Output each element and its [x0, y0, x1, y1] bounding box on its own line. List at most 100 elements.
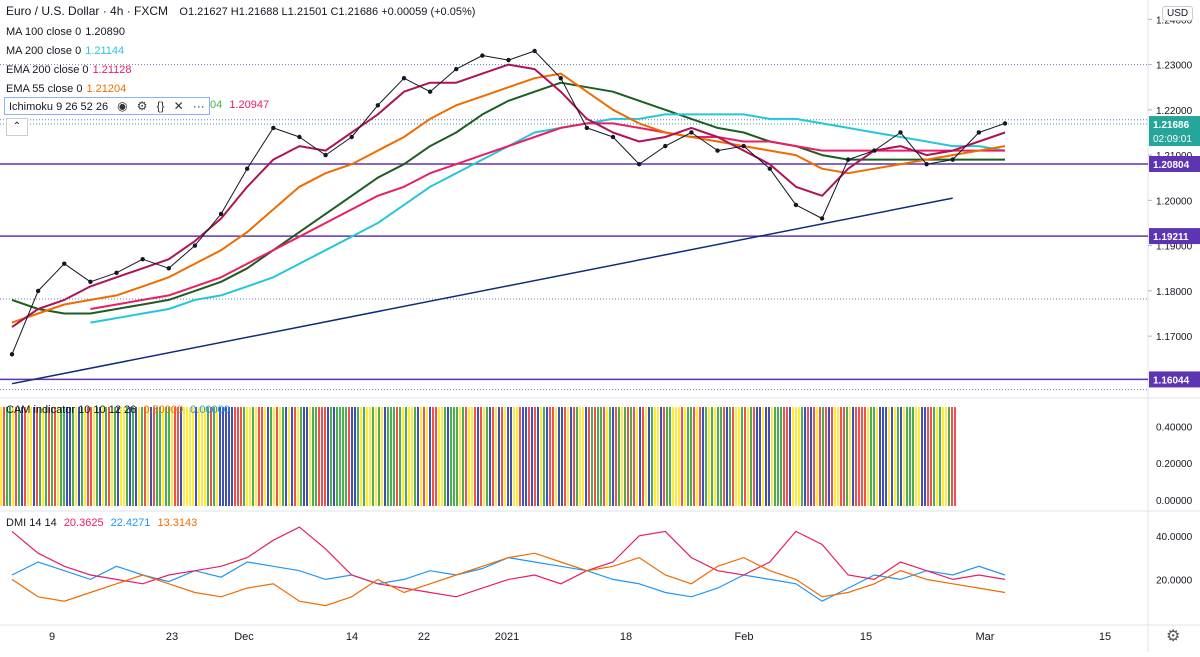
cam-bar [102, 407, 104, 506]
cam-bar [918, 407, 920, 506]
cam-bar [615, 407, 617, 506]
cam-bar [780, 407, 782, 506]
cam-bar [51, 407, 53, 506]
eye-icon[interactable]: ◉ [117, 99, 128, 113]
source-code-icon[interactable]: {} [156, 99, 165, 113]
cam-bar [126, 407, 128, 506]
cam-bar [804, 407, 806, 506]
cam-bar [66, 407, 68, 506]
cam-bar [465, 407, 467, 506]
cam-bar [828, 407, 830, 506]
dmi-tick-label: 20.0000 [1156, 575, 1193, 586]
price-point [244, 166, 250, 171]
cam-bar [642, 407, 644, 506]
cam-bar [825, 407, 827, 506]
currency-badge[interactable]: USD [1162, 6, 1194, 21]
cam-bar [327, 407, 329, 506]
cam-bar [882, 407, 884, 506]
cam-tick-label: 0.00000 [1156, 496, 1193, 507]
cam-bar [951, 407, 953, 506]
cam-bar [72, 407, 74, 506]
cam-bar [447, 407, 449, 506]
cam-bar [333, 407, 335, 506]
cam-bar [891, 407, 893, 506]
cam-bar [402, 407, 404, 506]
cam-bar [120, 407, 122, 506]
collapse-legend-button[interactable]: ⌃ [6, 118, 28, 136]
cam-bar [189, 407, 191, 506]
cam-bar [603, 407, 605, 506]
cam-bar [18, 407, 20, 506]
cam-bar [768, 407, 770, 506]
price-point [218, 211, 224, 217]
cam-bar [426, 407, 428, 506]
close-icon[interactable]: ✕ [173, 99, 184, 113]
cam-bar [537, 407, 539, 506]
cam-bar [363, 407, 365, 506]
cam-bar [297, 407, 299, 506]
indicator-legend-ichimoku[interactable]: Ichimoku 9 26 52 26 ◉ ⚙ {} ✕ ··· [4, 97, 210, 115]
cam-bar [399, 407, 401, 506]
cam-bar [543, 407, 545, 506]
chart-settings-icon[interactable]: ⚙ [1166, 628, 1181, 645]
cam-bar [609, 407, 611, 506]
cam-bar [279, 407, 281, 506]
cam-bar [339, 407, 341, 506]
cam-bar [672, 407, 674, 506]
cam-bar [90, 407, 92, 506]
cam-bar [606, 407, 608, 506]
cam-bar [942, 407, 944, 506]
indicator-legend-ema200[interactable]: EMA 200 close 0 1.21128 [6, 61, 132, 80]
cam-bar [843, 407, 845, 506]
cam-bar [723, 407, 725, 506]
cam-bar [303, 407, 305, 506]
cam-bar [63, 407, 65, 506]
cam-bar [759, 407, 761, 506]
price-point [532, 48, 537, 54]
cam-bar [753, 407, 755, 506]
cam-bar [420, 407, 422, 506]
cam-bar [885, 407, 887, 506]
cam-bar [852, 407, 854, 506]
cam-bar [183, 407, 185, 506]
cam-bar [243, 407, 245, 506]
cam-bar [693, 407, 695, 506]
cam-bar [99, 407, 101, 506]
more-icon[interactable]: ··· [192, 99, 205, 113]
indicator-value: 1.21204 [86, 83, 127, 95]
indicator-legend-ma100[interactable]: MA 100 close 0 1.20890 [6, 23, 125, 42]
cam-bar [555, 407, 557, 506]
cam-bar [789, 407, 791, 506]
time-axis-label: 2021 [495, 631, 519, 643]
cam-bar [474, 407, 476, 506]
cam-bar [9, 407, 11, 506]
ohlc-readout: O1.21627 H1.21688 L1.21501 C1.21686 +0.0… [179, 6, 476, 18]
cam-bar [198, 407, 200, 506]
cam-bar [354, 407, 356, 506]
settings-icon[interactable]: ⚙ [136, 99, 148, 113]
cam-bar [348, 407, 350, 506]
cam-bar [201, 407, 203, 506]
time-axis-label: Dec [234, 631, 254, 643]
price-point [349, 134, 354, 140]
cam-bar [291, 407, 293, 506]
cam-bar [699, 407, 701, 506]
cam-bar [525, 407, 527, 506]
indicator-value: 1.20890 [85, 26, 125, 38]
cam-bar [495, 407, 497, 506]
cam-bar [114, 407, 116, 506]
indicator-legend-ema55[interactable]: EMA 55 close 0 1.21204 [6, 80, 126, 99]
cam-bar [0, 407, 2, 506]
cam-bar [486, 407, 488, 506]
cam-bar [237, 407, 239, 506]
cam-bar [306, 407, 308, 506]
last-price-label: 1.21686 [1153, 120, 1190, 131]
cam-bar [666, 407, 668, 506]
indicator-legend-ma200[interactable]: MA 200 close 0 1.21144 [6, 42, 124, 61]
cam-legend[interactable]: CAM indicator 10 10 12 26 0.50000 0.0000… [6, 404, 230, 416]
cam-bar [312, 407, 314, 506]
cam-bar [927, 407, 929, 506]
cam-bar [705, 407, 707, 506]
dmi-legend[interactable]: DMI 14 14 20.3625 22.4271 13.3143 [6, 517, 197, 529]
symbol-title[interactable]: Euro / U.S. Dollar · 4h · FXCM [6, 4, 169, 18]
